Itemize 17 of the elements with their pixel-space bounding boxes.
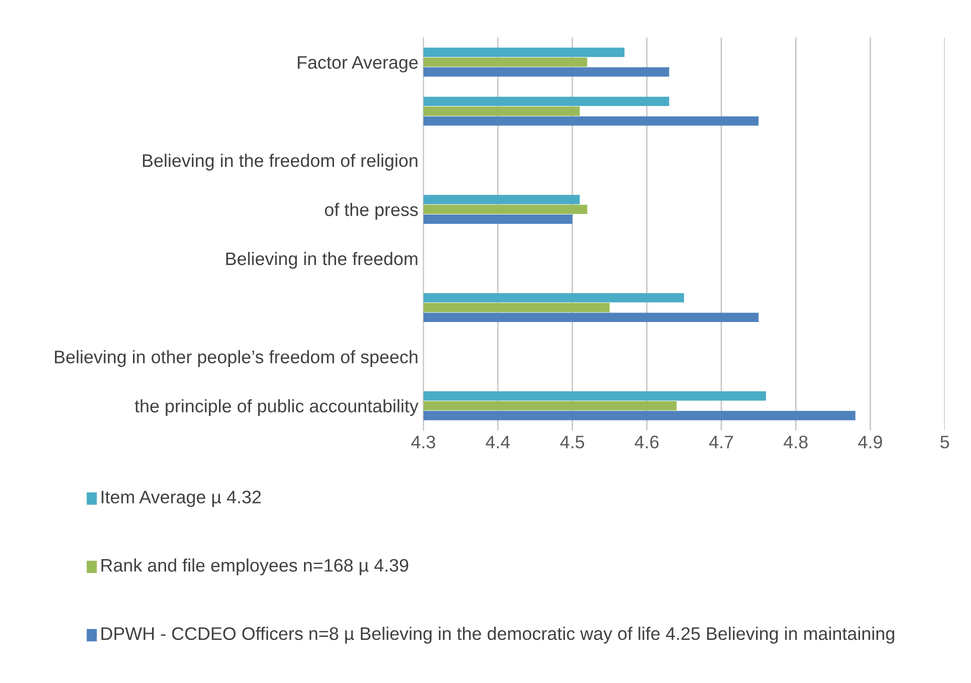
y-tick-label: Believing in the freedom of religion (142, 154, 418, 171)
x-tick-label: 4.5 (560, 436, 584, 448)
legend-label: Item Average µ 4.32 (102, 490, 261, 508)
x-tick-label: 4.4 (486, 436, 510, 448)
x-tick-label: 5 (940, 436, 950, 448)
y-tick-label: the principle of public accountability (134, 399, 418, 416)
y-tick-label: Believing in the freedom (226, 252, 418, 269)
legend-label: Rank and file employees n=168 µ 4.39 (101, 558, 408, 576)
x-tick-label: 4.3 (411, 436, 436, 448)
y-tick-label: Factor Average (298, 56, 418, 72)
y-tick-label: Believing in other people’s freedom of speech (54, 350, 418, 367)
legend-label: DPWH - CCDEO Officers n=8 µ Believing in the democratic way of life 4.25 Believing in maintaining (101, 626, 894, 644)
x-tick-label: 4.7 (709, 436, 733, 448)
x-tick-label: 4.6 (634, 436, 659, 448)
x-tick-label: 4.9 (858, 436, 882, 448)
x-tick-label: 4.8 (784, 436, 808, 448)
y-tick-label: of the press (324, 202, 418, 220)
